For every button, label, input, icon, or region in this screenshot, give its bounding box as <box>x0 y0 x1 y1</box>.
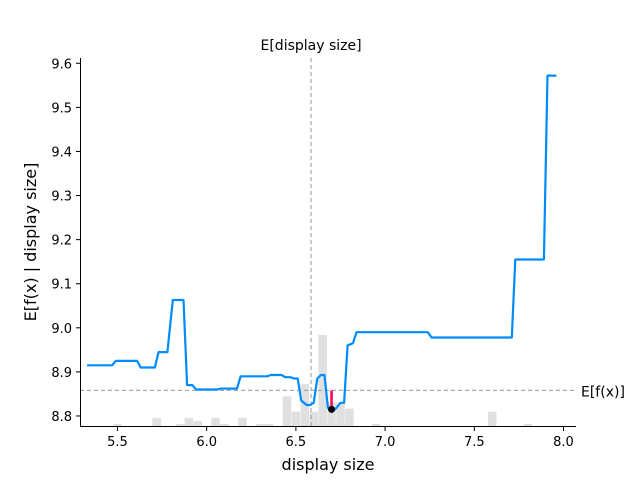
highlight-point <box>328 405 336 413</box>
histogram-bar-2 <box>175 423 185 427</box>
histogram-bar-17 <box>345 408 354 427</box>
y-tick-label: 8.8 <box>51 410 72 425</box>
histogram-bar-13 <box>309 411 318 427</box>
histogram <box>113 335 533 427</box>
expected-y-label: E[f(x)] <box>581 384 625 400</box>
x-tick-label: 6.0 <box>196 435 217 450</box>
series-line <box>87 74 557 411</box>
histogram-bar-5 <box>211 417 220 427</box>
y-tick-label: 9.2 <box>51 234 72 249</box>
x-tick-label: 8.0 <box>553 435 574 450</box>
histogram-bar-16 <box>336 402 345 427</box>
y-tick-label: 9.1 <box>51 278 72 293</box>
x-tick-label: 7.0 <box>375 435 396 450</box>
y-tick-label: 9.4 <box>51 145 72 160</box>
x-tick-label: 6.5 <box>286 435 307 450</box>
histogram-bar-14 <box>318 335 327 427</box>
x-tick-label: 7.5 <box>464 435 485 450</box>
histogram-bar-9 <box>264 423 274 427</box>
x-axis-label: display size <box>282 455 375 474</box>
histogram-bar-3 <box>184 417 194 427</box>
histogram-bar-20 <box>523 423 533 427</box>
histogram-bar-1 <box>152 417 161 427</box>
histogram-bar-4 <box>193 420 203 427</box>
histogram-bar-19 <box>487 411 497 427</box>
y-tick-label: 9.3 <box>51 190 72 205</box>
histogram-bar-15 <box>327 402 336 427</box>
histogram-bar-6 <box>220 423 229 427</box>
histogram-bar-11 <box>291 411 301 427</box>
y-tick-label: 9.6 <box>51 57 72 72</box>
y-axis-ticks: 8.8 8.9 9.0 9.1 9.2 9.3 9.4 9.5 9.6 <box>51 57 80 425</box>
y-axis-label: E[f(x) | display size] <box>21 163 40 322</box>
histogram-bar-12 <box>300 384 310 427</box>
x-tick-label: 5.5 <box>107 435 128 450</box>
histogram-bar-10 <box>282 396 292 427</box>
y-tick-label: 8.9 <box>51 366 72 381</box>
histogram-bar-18 <box>371 423 381 427</box>
histogram-bar-0 <box>113 423 122 427</box>
x-axis-ticks: 5.5 6.0 6.5 7.0 7.5 8.0 <box>107 427 574 450</box>
y-tick-label: 9.5 <box>51 101 72 116</box>
histogram-bar-8 <box>255 423 265 427</box>
expected-x-label: E[display size] <box>261 38 362 54</box>
histogram-bar-7 <box>238 417 247 427</box>
y-tick-label: 9.0 <box>51 322 72 337</box>
